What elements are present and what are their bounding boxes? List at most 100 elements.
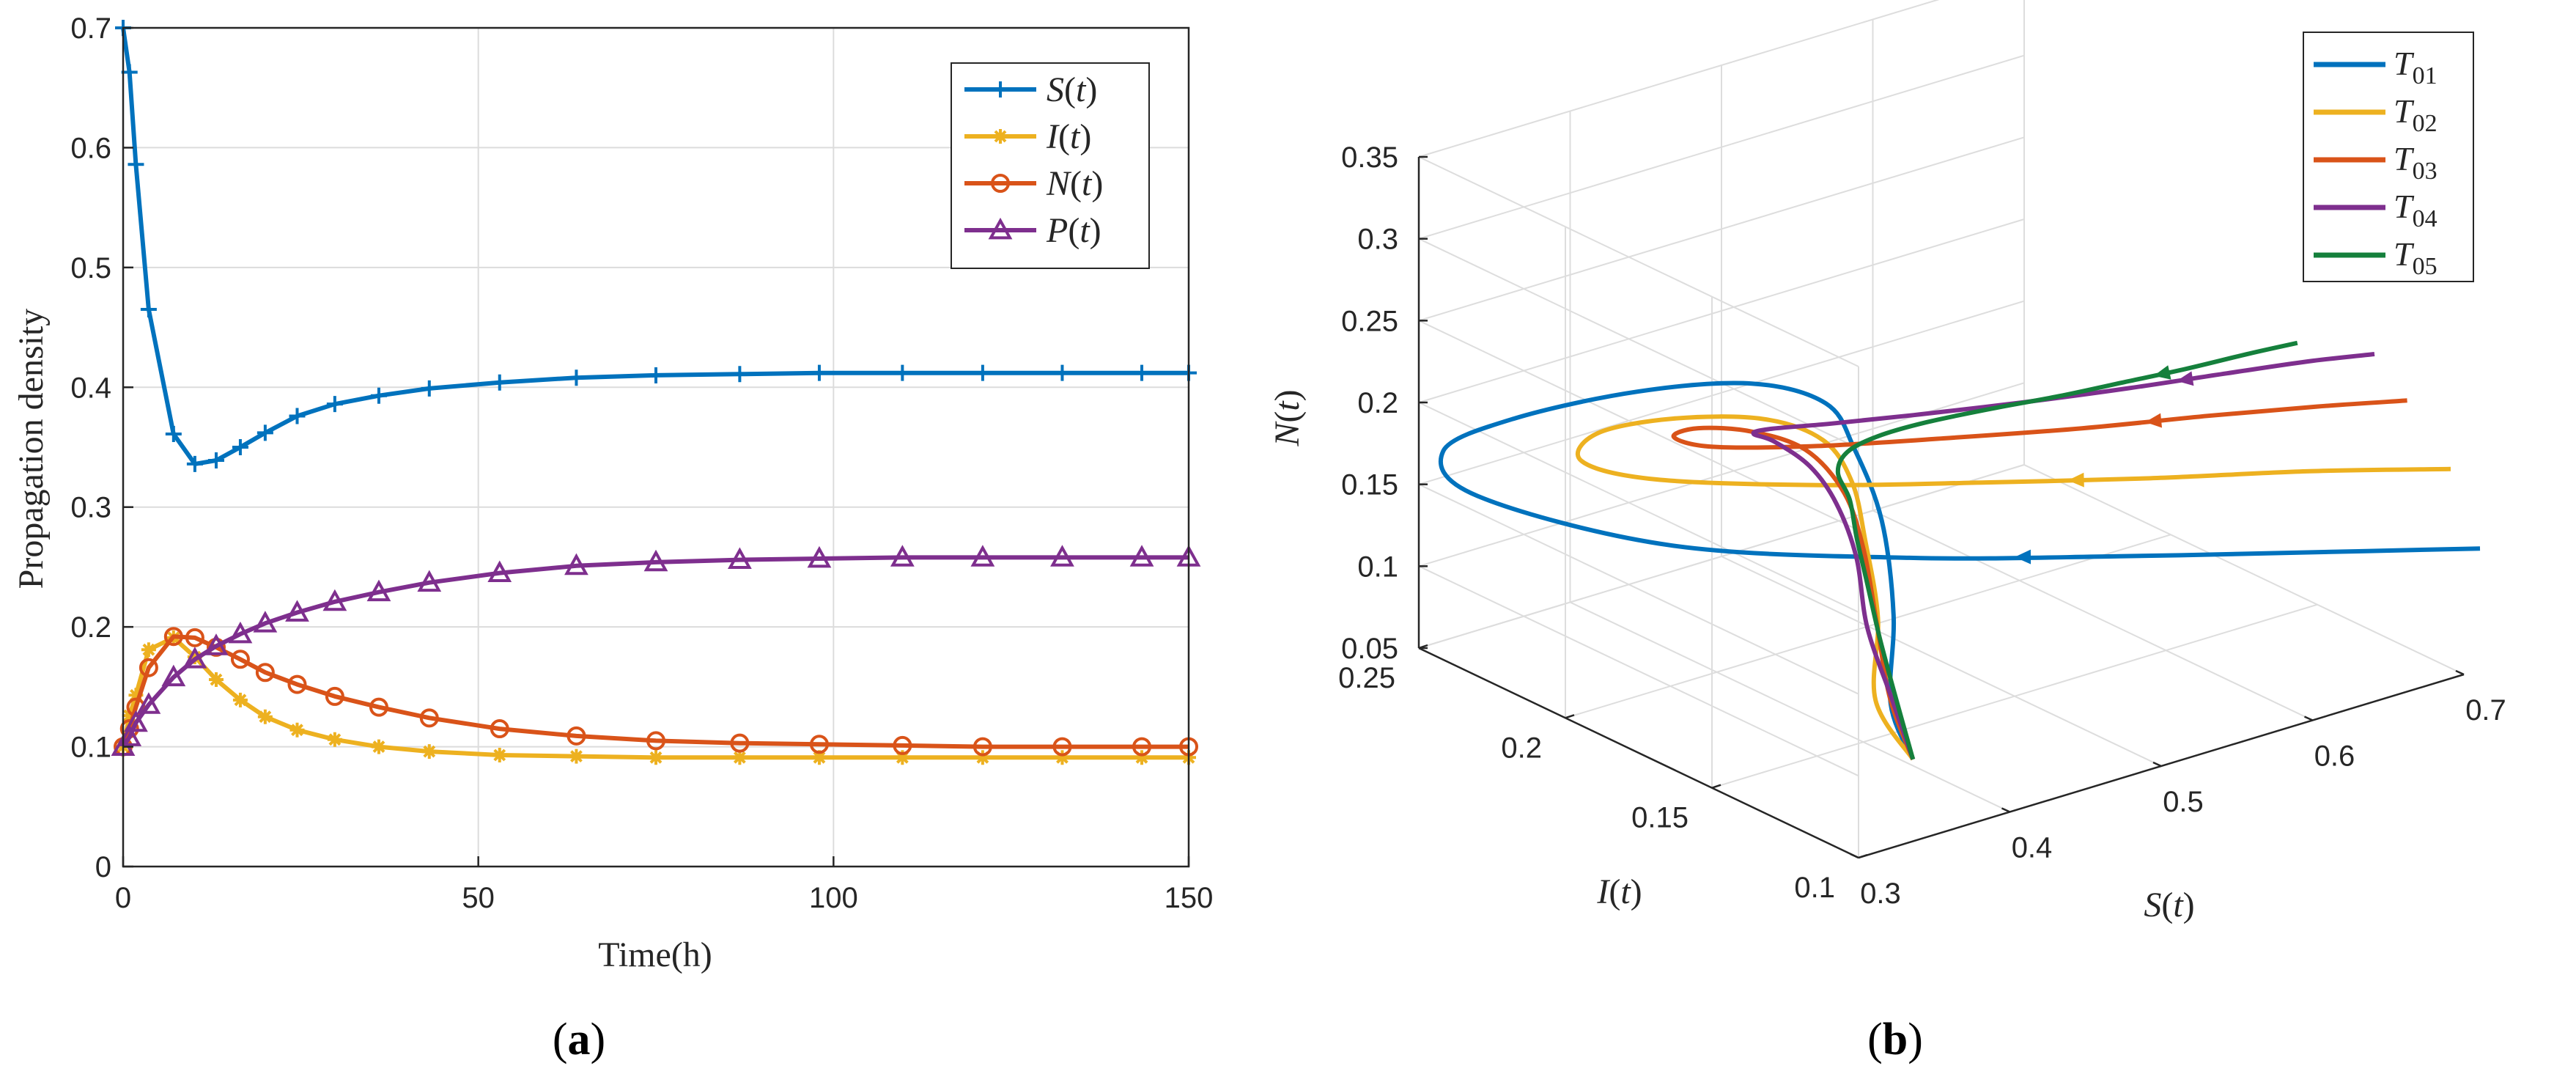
data-point-s-t xyxy=(128,156,144,173)
panel-a-series xyxy=(111,20,1201,765)
data-point-i-t xyxy=(289,722,305,738)
panel-a-legend-box xyxy=(951,62,1150,269)
panel-a-caption: (a) xyxy=(553,1015,605,1064)
panel-a-x-tick-label: 100 xyxy=(809,882,858,914)
trajectory-arrow-t03 xyxy=(2145,413,2163,428)
series-line-p-t xyxy=(121,555,1189,749)
data-point-s-t xyxy=(207,452,224,468)
data-point-p-t xyxy=(161,664,186,687)
data-point-n-t xyxy=(973,737,992,757)
data-point-s-t xyxy=(121,64,138,81)
panel-b-back-wall-gridline xyxy=(1418,136,2025,322)
trajectory-line-t01 xyxy=(1438,380,2481,761)
data-point-n-t xyxy=(490,719,509,739)
trajectory-line-t04 xyxy=(1751,352,2375,760)
legend-entry-t03: T03 xyxy=(2314,140,2437,185)
data-point-p-t xyxy=(564,553,588,575)
panel-b-i-tick-label: 0.15 xyxy=(1631,802,1689,834)
panel-a-legend: S(t) I(t) N(t) P(t) xyxy=(951,62,1150,269)
panel-b-floor-gridline xyxy=(1570,601,2010,813)
legend-entry-p-t: P(t) xyxy=(964,211,1101,250)
data-point-i-t xyxy=(492,748,507,763)
data-point-n-t xyxy=(163,627,183,647)
legend-label-t03: T03 xyxy=(2394,140,2437,185)
panel-b-series xyxy=(1438,340,2481,761)
data-point-i-t xyxy=(649,750,663,765)
panel-b-side-wall-gridline xyxy=(1418,238,1859,449)
trajectory-t02 xyxy=(1575,414,2451,761)
data-point-p-t xyxy=(890,545,915,567)
panel-a-y-tick-label: 0 xyxy=(95,851,111,883)
panel-b-back-wall-gridline xyxy=(1418,218,2025,403)
panel-b-back-wall-gridline xyxy=(1418,54,2025,240)
data-point-s-t xyxy=(165,426,182,443)
panel-b-back-wall-gridline xyxy=(1418,464,2025,649)
legend-label-n-t: N(t) xyxy=(1046,164,1103,203)
trajectory-line-t05 xyxy=(1835,340,2298,760)
panel-b-s-tick-mark xyxy=(2152,761,2162,768)
panel-b-side-wall-gridline xyxy=(1418,320,1859,532)
panel-b-n-tick-label: 0.3 xyxy=(1357,224,1398,256)
panel-b-side-wall-gridline xyxy=(1418,565,1859,777)
panel-b-n-tick-label: 0.2 xyxy=(1357,387,1398,419)
data-point-p-t xyxy=(417,570,442,592)
data-point-i-t xyxy=(1055,750,1070,765)
panel-b-legend-box xyxy=(2303,32,2474,282)
data-point-p-t xyxy=(124,710,148,732)
data-point-n-t xyxy=(1052,737,1072,757)
panel-a-x-tick-label: 150 xyxy=(1165,882,1214,914)
data-point-s-t xyxy=(370,387,387,404)
data-point-p-t xyxy=(204,633,229,655)
panel-a-x-tick-label: 50 xyxy=(462,882,495,914)
panel-b-s-tick-label: 0.6 xyxy=(2314,740,2355,773)
data-point-p-t xyxy=(322,589,347,611)
series-s-t xyxy=(115,20,1197,472)
panel-a-ticks: 0 50 100 150 0 0.1 0.2 0.3 0.4 0.5 0.6 0.7 xyxy=(70,12,1213,914)
panel-b-i-tick-mark xyxy=(1711,784,1721,789)
data-point-p-t xyxy=(182,647,207,669)
data-point-i-t xyxy=(141,642,156,658)
legend-entry-s-t: S(t) xyxy=(964,70,1097,109)
panel-b-i-tick-label: 0.2 xyxy=(1501,732,1542,764)
legend-entry-i-t: I(t) xyxy=(964,117,1091,156)
legend-marker-s-t xyxy=(992,81,1008,98)
legend-marker-i-t xyxy=(993,129,1008,144)
data-point-n-t xyxy=(325,686,344,706)
legend-entry-t01: T01 xyxy=(2314,45,2437,89)
data-point-i-t xyxy=(569,749,584,764)
series-line-n-t xyxy=(121,634,1189,749)
panel-a-y-axis-label: Propagation density xyxy=(12,309,51,589)
series-n-t xyxy=(114,627,1198,757)
data-point-n-t xyxy=(419,708,439,728)
data-point-s-t xyxy=(894,364,911,381)
trajectory-arrow-t02 xyxy=(2067,472,2084,488)
panel-b-n-tick-label: 0.15 xyxy=(1341,469,1398,501)
panel-a-y-tick-label: 0.1 xyxy=(70,732,111,764)
legend-label-t05: T05 xyxy=(2394,235,2437,280)
data-point-p-t xyxy=(136,692,161,714)
panel-b-side-wall-gridline xyxy=(1418,483,1859,695)
panel-b-s-tick-mark xyxy=(2455,669,2465,676)
panel-b-s-tick-label: 0.3 xyxy=(1860,878,1901,910)
data-point-s-t xyxy=(257,424,273,441)
panel-b-s-tick-label: 0.7 xyxy=(2465,694,2506,727)
data-point-i-t xyxy=(421,744,437,759)
legend-label-i-t: I(t) xyxy=(1046,117,1091,156)
panel-b-floor-gridline xyxy=(1721,556,2162,767)
panel-b-s-tick-mark xyxy=(1850,853,1859,859)
trajectory-t01 xyxy=(1438,380,2481,761)
panel-b-side-wall-gridline xyxy=(1418,402,1859,613)
data-point-i-t xyxy=(1134,750,1150,765)
trajectory-t04 xyxy=(1751,352,2375,760)
data-point-p-t xyxy=(727,547,752,570)
trajectory-t03 xyxy=(1671,398,2407,760)
data-point-n-t xyxy=(287,674,307,694)
panel-a-y-tick-label: 0.4 xyxy=(70,372,111,404)
data-point-s-t xyxy=(1134,364,1151,381)
panel-a-y-tick-label: 0.2 xyxy=(70,611,111,644)
panel-b-s-tick-label: 0.5 xyxy=(2163,786,2204,818)
panel-b-caption: (b) xyxy=(1867,1015,1923,1064)
data-point-s-t xyxy=(1054,364,1071,381)
